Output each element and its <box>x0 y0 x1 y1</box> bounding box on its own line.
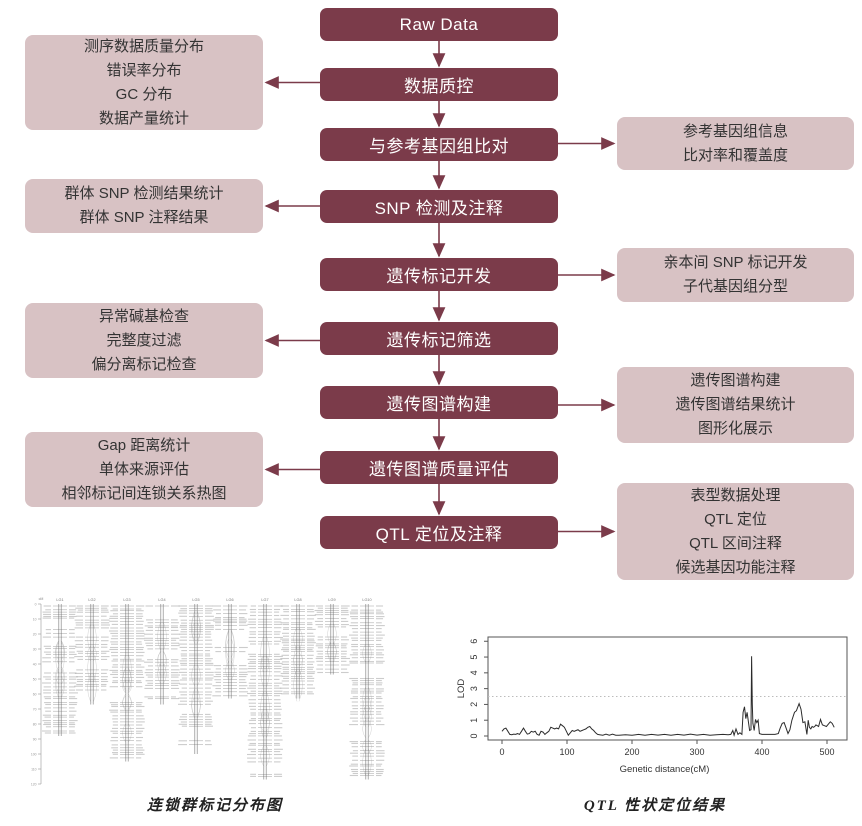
output-line: 图形化展示 <box>697 420 773 437</box>
svg-text:100: 100 <box>559 747 574 757</box>
qtl-figure-caption: QTL 性状定位结果 <box>583 798 727 814</box>
output-box-left: Gap 距离统计 单体来源评估相邻标记间连锁关系热图 <box>25 432 263 507</box>
output-line: 偏分离标记检查 <box>91 355 197 373</box>
output-line: 参考基因组信息 <box>682 122 788 140</box>
output-line: 表型数据处理 <box>690 486 781 504</box>
output-line: 亲本间 SNP 标记开发 <box>663 254 808 271</box>
qtl-lod-chart: 0 100 200 300 400 500 0 1 2 3 4 5 6 Genetic distance(… <box>456 636 848 775</box>
svg-text:120: 120 <box>31 782 37 786</box>
output-line: 异常碱基检查 <box>98 307 189 325</box>
svg-text:30: 30 <box>33 647 37 651</box>
svg-text:cM: cM <box>39 597 44 601</box>
output-box-left: 异常碱基检查 完整度过滤偏分离标记检查 <box>25 303 263 378</box>
output-line: QTL 定位 <box>704 510 767 528</box>
svg-text:0: 0 <box>469 733 479 738</box>
svg-text:20: 20 <box>33 632 37 636</box>
svg-text:90: 90 <box>33 737 37 741</box>
output-line: 完整度过滤 <box>106 331 182 349</box>
x-axis-label: Genetic distance(cM) <box>620 764 710 775</box>
svg-text:400: 400 <box>754 747 769 757</box>
svg-text:LG10: LG10 <box>362 598 371 602</box>
svg-text:0: 0 <box>499 747 504 757</box>
output-box-left: 群体 SNP 检测结果统计 群体 SNP 注释结果 <box>25 179 263 233</box>
svg-text:40: 40 <box>33 662 37 666</box>
svg-text:2: 2 <box>469 702 479 707</box>
svg-text:4: 4 <box>469 670 479 675</box>
output-line: 测序数据质量分布 <box>83 37 204 55</box>
svg-text:6: 6 <box>469 639 479 644</box>
flow-step-box: 遗传图谱构建 <box>320 386 558 419</box>
flow-step-box: SNP 检测及注释 <box>320 190 558 223</box>
svg-text:0: 0 <box>35 602 37 606</box>
output-box-right: 表型数据处理 QTL 定位 QTL 区间注释 候选基因功能注释 <box>617 483 854 580</box>
svg-text:60: 60 <box>33 692 37 696</box>
linkage-figure-caption: 连锁群标记分布图 <box>146 798 283 814</box>
svg-text:LG8: LG8 <box>294 598 301 602</box>
output-line: QTL 区间注释 <box>689 534 782 552</box>
output-line: 群体 SNP 注释结果 <box>79 209 209 226</box>
output-box-left: 测序数据质量分布 错误率分布 GC 分布数据产量统计 <box>25 35 263 130</box>
svg-text:5: 5 <box>469 655 479 660</box>
flow-step-box: 遗传图谱质量评估 <box>320 451 558 484</box>
output-box-right: 遗传图谱构建 遗传图谱结果统计 图形化展示 <box>617 367 854 443</box>
svg-text:LG9: LG9 <box>328 598 335 602</box>
flow-step-box: 遗传标记开发 <box>320 258 558 291</box>
svg-text:LG2: LG2 <box>88 598 95 602</box>
svg-text:500: 500 <box>819 747 834 757</box>
output-line: 子代基因组分型 <box>682 278 788 295</box>
svg-text:LG4: LG4 <box>158 598 165 602</box>
svg-text:100: 100 <box>31 752 37 756</box>
output-line: 数据产量统计 <box>98 109 189 127</box>
flow-step-box: QTL 定位及注释 <box>320 516 558 549</box>
svg-text:LG7: LG7 <box>261 598 268 602</box>
output-line: 相邻标记间连锁关系热图 <box>61 484 227 502</box>
flow-step-box: 与参考基因组比对 <box>320 128 558 161</box>
svg-text:50: 50 <box>33 677 37 681</box>
svg-text:300: 300 <box>689 747 704 757</box>
svg-text:200: 200 <box>624 747 639 757</box>
svg-text:1: 1 <box>469 718 479 723</box>
output-line: 遗传图谱构建 <box>690 372 781 389</box>
output-line: 候选基因功能注释 <box>675 558 796 576</box>
output-line: GC 分布 <box>115 85 173 103</box>
output-line: Gap 距离统计 <box>97 436 191 454</box>
svg-text:70: 70 <box>33 707 37 711</box>
svg-text:110: 110 <box>31 767 37 771</box>
svg-text:80: 80 <box>33 722 37 726</box>
output-line: 群体 SNP 检测结果统计 <box>64 185 224 202</box>
output-box-right: 亲本间 SNP 标记开发 子代基因组分型 <box>617 248 854 302</box>
output-line: 遗传图谱结果统计 <box>675 396 796 413</box>
flow-step-box: Raw Data <box>320 8 558 41</box>
output-line: 比对率和覆盖度 <box>682 146 788 164</box>
svg-text:10: 10 <box>33 617 37 621</box>
flow-step-box: 遗传标记筛选 <box>320 322 558 355</box>
svg-text:LG3: LG3 <box>123 598 130 602</box>
output-box-right: 参考基因组信息 比对率和覆盖度 <box>617 117 854 170</box>
y-axis-label: LOD <box>456 679 467 699</box>
svg-text:3: 3 <box>469 686 479 691</box>
svg-text:LG6: LG6 <box>226 598 233 602</box>
svg-text:LG5: LG5 <box>192 598 199 602</box>
linkage-map-figure: cM0 10 20 30 40 50 60 70 80 90 100 110 120 LG1 LG2 LG3 L… <box>31 597 385 786</box>
output-line: 错误率分布 <box>106 61 182 79</box>
svg-text:LG1: LG1 <box>56 598 63 602</box>
flow-step-box: 数据质控 <box>320 68 558 101</box>
output-line: 单体来源评估 <box>98 460 189 478</box>
